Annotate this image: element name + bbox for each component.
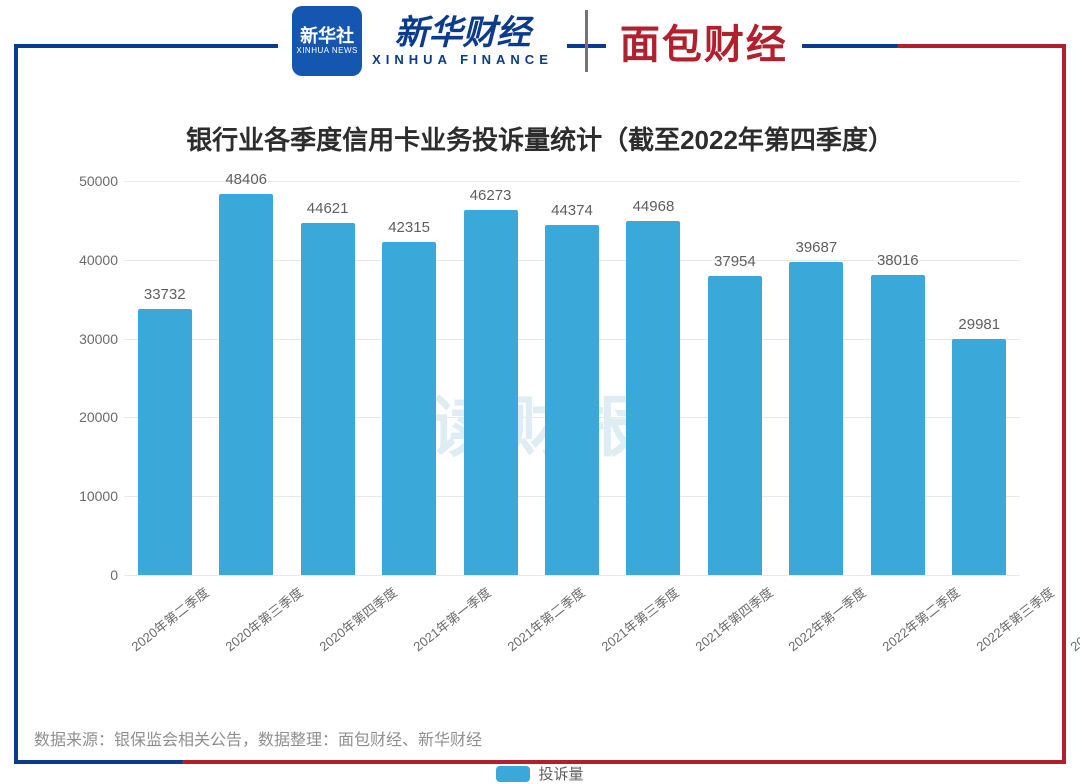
bars-group: 33732484064462142315462734437444968 37954… [124, 181, 1020, 575]
bar [871, 275, 925, 575]
bar-value-label: 38016 [857, 252, 938, 269]
bar [464, 210, 518, 575]
bar-value-label: 33732 [124, 286, 205, 303]
y-tick: 0 [110, 567, 118, 583]
bar-column: 37954 [694, 181, 775, 575]
bar-column: 48406 [205, 181, 286, 575]
bar [382, 242, 436, 575]
xinhua-news-cn: 新华社 [300, 27, 354, 47]
xinhua-finance-en: XINHUA FINANCE [372, 52, 553, 67]
bar [789, 262, 843, 575]
x-tick-label: 2022年第四季度 [1066, 582, 1080, 668]
bar [626, 221, 680, 575]
legend: 投诉量 [60, 763, 1020, 784]
xinhua-group: 新华社 XINHUA NEWS 新华财经 XINHUA FINANCE [278, 6, 567, 76]
bar-value-label: 42315 [368, 219, 449, 236]
bar-column: 33732 [124, 181, 205, 575]
xinhua-news-en: XINHUA NEWS [296, 47, 358, 56]
header-logos: 新华社 XINHUA NEWS 新华财经 XINHUA FINANCE 面包财经 [0, 6, 1080, 76]
bar [138, 309, 192, 575]
y-tick: 40000 [79, 252, 118, 268]
data-source-footer: 数据来源：银保监会相关公告，数据整理：面包财经、新华财经 [34, 726, 482, 750]
xinhua-finance-cn: 新华财经 [395, 16, 531, 50]
bar-value-label: 37954 [694, 253, 775, 270]
bar [545, 225, 599, 575]
bar-value-label: 39687 [776, 239, 857, 256]
xinhua-news-logo: 新华社 XINHUA NEWS [292, 6, 362, 76]
y-tick: 30000 [79, 331, 118, 347]
bar-value-label: 44968 [613, 198, 694, 215]
figure-root: 新华社 XINHUA NEWS 新华财经 XINHUA FINANCE 面包财经… [0, 0, 1080, 782]
chart-title: 银行业各季度信用卡业务投诉量统计（截至2022年第四季度） [60, 120, 1020, 157]
bar [952, 339, 1006, 575]
bar-column: 42315 [368, 181, 449, 575]
bar-value-label: 46273 [450, 187, 531, 204]
bar [301, 223, 355, 575]
bar-value-label: 48406 [205, 171, 286, 188]
bar-column: 39687 [776, 181, 857, 575]
y-tick: 10000 [79, 488, 118, 504]
plot-inner: 33732484064462142315462734437444968 37954… [124, 181, 1020, 575]
bar-column: 46273 [450, 181, 531, 575]
y-axis: 01000020000300004000050000 [60, 181, 124, 575]
legend-label: 投诉量 [538, 763, 583, 784]
bar [708, 276, 762, 575]
bar-column: 29981 [939, 181, 1020, 575]
bar-column: 44621 [287, 181, 368, 575]
legend-swatch [496, 766, 530, 782]
chart-container: 银行业各季度信用卡业务投诉量统计（截至2022年第四季度） 读财报 010000… [60, 110, 1020, 702]
bar-value-label: 29981 [939, 316, 1020, 333]
y-tick: 20000 [79, 409, 118, 425]
y-tick: 50000 [79, 173, 118, 189]
bar-column: 38016 [857, 181, 938, 575]
xinhua-finance-logo: 新华财经 XINHUA FINANCE [372, 16, 553, 67]
header-separator [585, 10, 588, 72]
bar-column: 44968 [613, 181, 694, 575]
bar-value-label: 44374 [531, 202, 612, 219]
bar-column: 44374 [531, 181, 612, 575]
bar-value-label: 44621 [287, 200, 368, 217]
plot-area: 读财报 01000020000300004000050000 337324840… [60, 181, 1020, 611]
x-axis-labels: 2020年第二季度2020年第三季度2020年第四季度2021年第一季度2021… [124, 575, 1020, 611]
bar [219, 194, 273, 575]
mianbao-logo: 面包财经 [606, 12, 802, 70]
